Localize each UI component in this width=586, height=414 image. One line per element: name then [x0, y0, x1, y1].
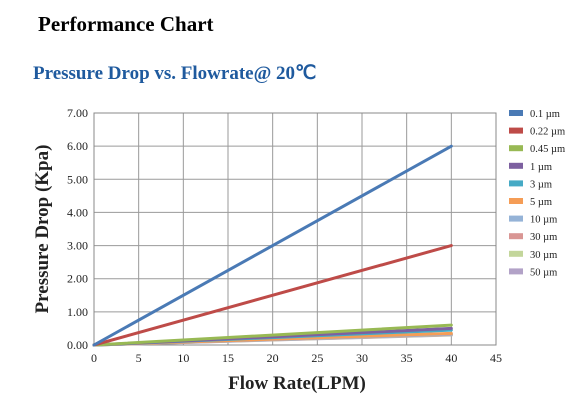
y-axis-title: Pressure Drop (Kpa): [32, 145, 53, 314]
legend-label: 0.22 µm: [530, 127, 565, 138]
legend-label: 0.45 µm: [530, 144, 565, 155]
legend-label: 30 µm: [530, 232, 557, 243]
x-tick-label: 30: [356, 351, 368, 365]
legend-swatch: [509, 110, 523, 116]
x-axis-title: Flow Rate(LPM): [228, 373, 366, 394]
y-tick-label: 5.00: [67, 172, 88, 186]
series-line: [92, 323, 453, 347]
legend-label: 50 µm: [530, 267, 557, 278]
y-tick-label: 6.00: [67, 139, 88, 153]
plot-frame: [93, 112, 497, 346]
x-tick-label: 15: [222, 351, 234, 365]
x-tick-label: 0: [91, 351, 97, 365]
x-tick-label: 35: [401, 351, 413, 365]
legend-label: 0.1 µm: [530, 109, 560, 120]
x-tick-label: 20: [267, 351, 279, 365]
legend-label: 10 µm: [530, 215, 557, 226]
x-tick-label: 5: [136, 351, 142, 365]
x-axis-ticks: 0 5 10 15 20 25 30 35 40 45: [91, 351, 502, 365]
y-tick-label: 2.00: [67, 272, 88, 286]
legend-swatch: [509, 198, 523, 204]
x-tick-label: 25: [311, 351, 323, 365]
legend-swatch: [509, 268, 523, 275]
chart-subtitle: Pressure Drop vs. Flowrate@ 20℃: [33, 63, 317, 84]
y-tick-label: 4.00: [67, 205, 88, 219]
series-lines: [92, 144, 453, 347]
legend-label: 30 µm: [530, 250, 557, 261]
legend: 0.1 µm 0.22 µm 0.45 µm 1 µm 3 µm 5 µm 10 µm 30 …: [509, 109, 565, 278]
legend-label: 3 µm: [530, 179, 552, 190]
legend-swatch: [509, 162, 523, 169]
y-axis-ticks: 0.00 1.00 2.00 3.00 4.00 5.00 6.00 7.00: [67, 106, 88, 352]
x-tick-label: 10: [177, 351, 189, 365]
series-line: [92, 144, 453, 347]
legend-label: 1 µm: [530, 162, 552, 173]
legend-swatch: [509, 127, 523, 134]
legend-swatch: [509, 215, 523, 222]
legend-swatch: [509, 145, 523, 152]
legend-swatch: [509, 180, 523, 187]
legend-swatch: [509, 233, 523, 240]
y-tick-label: 3.00: [67, 239, 88, 253]
y-tick-label: 1.00: [67, 305, 88, 319]
series-line: [92, 244, 453, 347]
y-tick-label: 0.00: [67, 338, 88, 352]
legend-swatch: [509, 250, 523, 257]
x-tick-label: 40: [445, 351, 457, 365]
y-tick-label: 7.00: [67, 106, 88, 120]
x-tick-label: 45: [490, 351, 502, 365]
page-heading: Performance Chart: [38, 12, 214, 36]
legend-label: 5 µm: [530, 197, 552, 208]
